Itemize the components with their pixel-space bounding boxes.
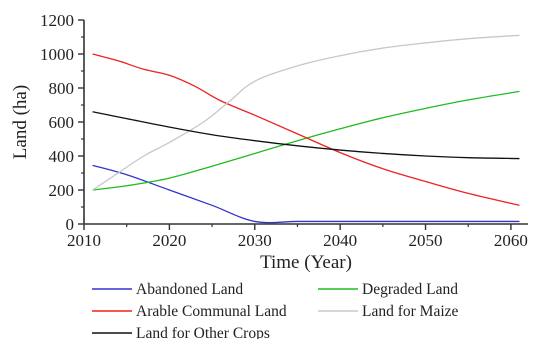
- legend-label-5: Land for Other Crops: [136, 325, 270, 339]
- tick-labels: 0 200 400 600 800 1000 1200 2010 2020 2030 2040 205…: [40, 11, 528, 250]
- x-tick-label: 2010: [67, 231, 101, 250]
- legend-label-4: Land for Maize: [362, 303, 459, 320]
- x-tick-label: 2060: [494, 231, 528, 250]
- y-tick-label: 1000: [40, 45, 74, 64]
- legend-label-3: Arable Communal Land: [136, 303, 287, 320]
- x-axis-title: Time (Year): [260, 252, 352, 273]
- x-tick-label: 2040: [323, 231, 357, 250]
- series-line-5: [92, 111, 520, 160]
- y-tick-label: 800: [49, 79, 75, 98]
- legend-label-2: Degraded Land: [362, 281, 458, 298]
- y-tick-label: 0: [66, 215, 75, 234]
- legend: Abandoned Land Degraded Land Arable Commun…: [92, 281, 459, 339]
- y-tick-label: 600: [49, 113, 75, 132]
- x-tick-label: 2050: [409, 231, 443, 250]
- y-tick-label: 400: [49, 147, 75, 166]
- axes: [78, 19, 528, 230]
- x-tick-label: 2030: [238, 231, 272, 250]
- x-tick-label: 2020: [152, 231, 186, 250]
- y-tick-label: 1200: [40, 11, 74, 30]
- legend-label-1: Abandoned Land: [136, 281, 243, 298]
- series-line-3: [92, 53, 520, 206]
- series-line-1: [92, 164, 520, 224]
- plot-lines: [92, 34, 520, 224]
- y-tick-label: 200: [49, 181, 75, 200]
- series-line-4: [92, 34, 520, 191]
- series-line-2: [92, 90, 520, 191]
- y-axis-title: Land (ha): [10, 85, 31, 159]
